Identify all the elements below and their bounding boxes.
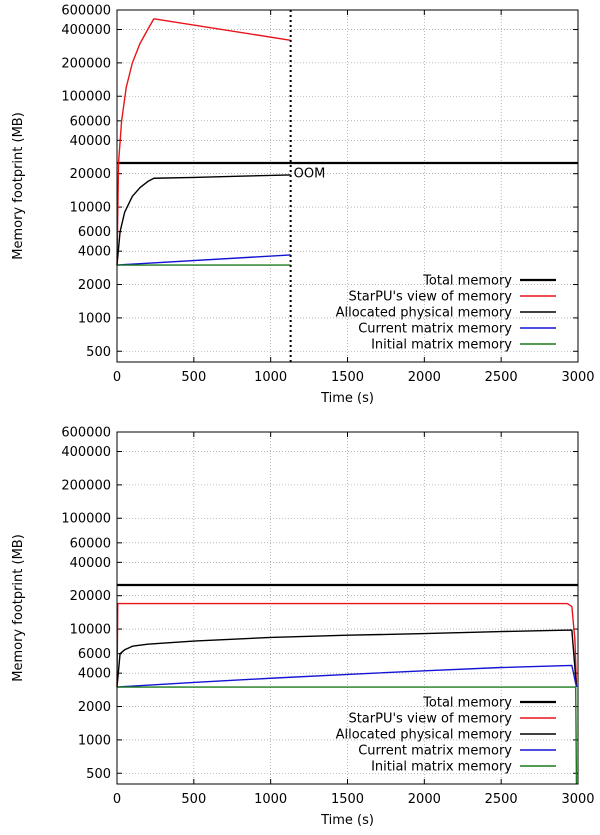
y-tick-label: 500: [86, 767, 111, 782]
y-tick-label: 20000: [70, 589, 111, 604]
legend-label: Current matrix memory: [358, 744, 512, 759]
x-axis-label: Time (s): [320, 391, 374, 406]
y-tick-label: 200000: [61, 56, 111, 71]
legend-label: StarPU's view of memory: [348, 712, 512, 727]
y-tick-label: 40000: [70, 134, 111, 149]
x-tick-label: 2000: [408, 792, 441, 807]
x-tick-label: 1500: [331, 370, 364, 385]
y-tick-label: 6000: [78, 647, 111, 662]
y-tick-label: 1000: [78, 311, 111, 326]
x-tick-label: 2500: [485, 792, 518, 807]
legend-label: Total memory: [422, 274, 512, 289]
y-tick-label: 4000: [78, 667, 111, 682]
legend-label: Initial matrix memory: [371, 338, 512, 353]
plot-frame: [116, 9, 579, 363]
x-tick-label: 2500: [485, 370, 518, 385]
x-tick-label: 500: [181, 792, 206, 807]
y-tick-label: 100000: [61, 512, 111, 527]
series-line-starpu-s-view-of-memory: [116, 602, 578, 688]
y-axis-label: Memory footprint (MB): [11, 112, 26, 260]
chart-panel-2: 6000004000002000001000006000040000200001…: [11, 426, 595, 829]
oom-annotation: OOM: [294, 167, 326, 182]
y-tick-label: 60000: [70, 114, 111, 129]
y-tick-label: 20000: [70, 167, 111, 182]
plot-frame: [116, 431, 579, 785]
legend-label: Initial matrix memory: [371, 760, 512, 775]
x-tick-label: 500: [181, 370, 206, 385]
legend-label: Total memory: [422, 696, 512, 711]
x-tick-label: 1500: [331, 792, 364, 807]
y-tick-label: 400000: [61, 445, 111, 460]
y-tick-label: 10000: [70, 623, 111, 638]
legend-label: Allocated physical memory: [336, 728, 513, 743]
y-tick-label: 1000: [78, 733, 111, 748]
x-tick-label: 3000: [561, 370, 594, 385]
x-tick-label: 2000: [408, 370, 441, 385]
y-tick-label: 200000: [61, 478, 111, 493]
series-line-allocated-physical-memory: [116, 629, 578, 688]
y-tick-label: 500: [86, 345, 111, 360]
x-tick-label: 1000: [254, 370, 287, 385]
y-tick-label: 100000: [61, 90, 111, 105]
chart-panel-1: 6000004000002000001000006000040000200001…: [11, 4, 595, 407]
legend-label: Allocated physical memory: [336, 306, 513, 321]
legend-label: StarPU's view of memory: [348, 290, 512, 305]
y-tick-label: 600000: [61, 4, 111, 19]
y-tick-label: 40000: [70, 556, 111, 571]
series-line-current-matrix-memory: [116, 254, 291, 266]
y-tick-label: 60000: [70, 536, 111, 551]
series-line-allocated-physical-memory: [116, 174, 291, 266]
y-axis-label: Memory footprint (MB): [11, 534, 26, 682]
series-line-initial-matrix-memory: [117, 686, 578, 785]
y-tick-label: 4000: [78, 245, 111, 260]
x-tick-label: 0: [113, 370, 121, 385]
series-line-starpu-s-view-of-memory: [116, 18, 291, 266]
x-tick-label: 1000: [254, 792, 287, 807]
x-tick-label: 3000: [561, 792, 594, 807]
series-line-current-matrix-memory: [116, 664, 578, 688]
y-tick-label: 400000: [61, 23, 111, 38]
y-tick-label: 2000: [78, 700, 111, 715]
y-tick-label: 10000: [70, 201, 111, 216]
y-tick-label: 6000: [78, 225, 111, 240]
x-axis-label: Time (s): [320, 813, 374, 828]
x-tick-label: 0: [113, 792, 121, 807]
legend-label: Current matrix memory: [358, 322, 512, 337]
y-tick-label: 2000: [78, 278, 111, 293]
y-tick-label: 600000: [61, 426, 111, 441]
